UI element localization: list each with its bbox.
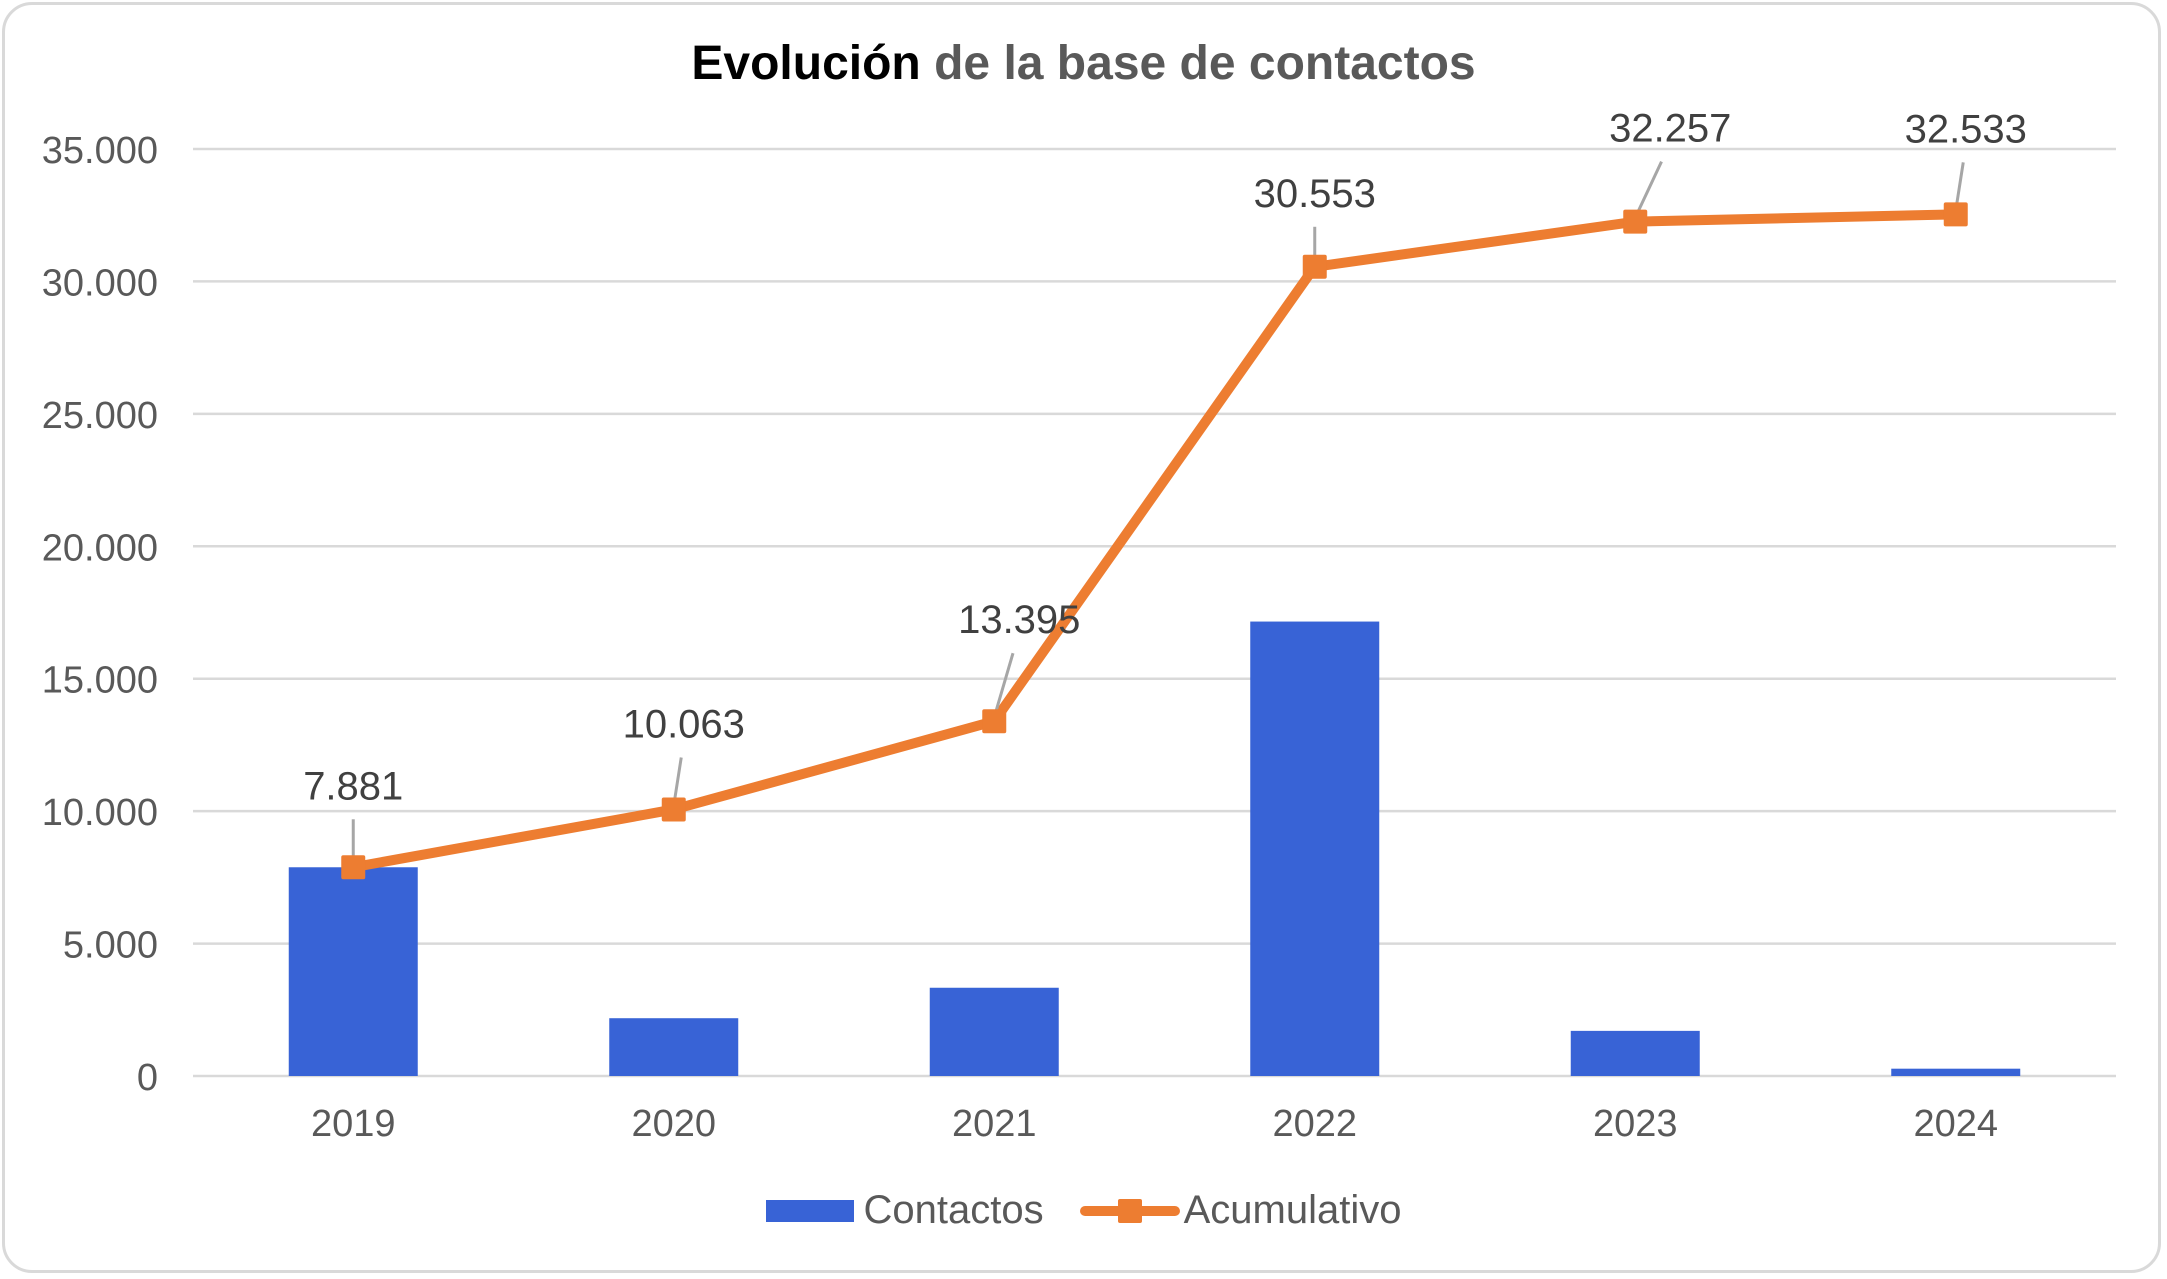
marker-acumulativo [1943, 202, 1968, 227]
legend-swatch-bar [765, 1199, 854, 1222]
bar-contactos [929, 987, 1059, 1076]
y-tick-label: 0 [137, 1057, 158, 1099]
legend-label-acumulativo: Acumulativo [1183, 1188, 1402, 1232]
x-tick-label: 2021 [952, 1103, 1037, 1145]
data-label-leader [1633, 161, 1663, 219]
chart-title-rest: de la base de contactos [920, 37, 1476, 90]
bar-contactos [1250, 621, 1380, 1076]
y-tick-label: 10.000 [42, 792, 158, 834]
marker-acumulativo [1302, 254, 1327, 279]
x-tick-label: 2019 [311, 1103, 396, 1145]
y-tick-label: 35.000 [42, 130, 158, 172]
y-tick-label: 25.000 [42, 395, 158, 437]
data-label-leader [992, 652, 1015, 718]
x-tick-label: 2020 [631, 1103, 716, 1145]
bar-contactos [609, 1018, 739, 1076]
legend: Contactos Acumulativo [0, 1188, 2167, 1233]
x-tick-label: 2023 [1593, 1103, 1678, 1145]
marker-acumulativo [661, 797, 686, 822]
data-label-acumulativo: 7.881 [303, 764, 403, 808]
y-tick-label: 20.000 [42, 527, 158, 569]
bar-contactos [1891, 1068, 2021, 1076]
data-label-acumulativo: 13.395 [958, 598, 1080, 642]
marker-acumulativo [341, 855, 366, 880]
legend-label-contactos: Contactos [863, 1188, 1044, 1232]
line-acumulativo [348, 209, 1961, 873]
data-label-acumulativo: 32.257 [1609, 107, 1731, 151]
data-label-acumulativo: 32.533 [1905, 107, 2027, 151]
x-tick-label: 2024 [1913, 1103, 1998, 1145]
chart-title: Evolución de la base de contactos [0, 36, 2167, 91]
data-label-acumulativo: 30.553 [1254, 172, 1376, 216]
x-tick-label: 2022 [1272, 1103, 1357, 1145]
legend-item-acumulativo: Acumulativo [1079, 1188, 1402, 1233]
legend-swatch-line [1079, 1191, 1180, 1231]
chart-title-bold: Evolución [691, 37, 921, 90]
legend-item-contactos: Contactos [765, 1188, 1044, 1233]
bar-contactos [288, 867, 418, 1076]
y-tick-label: 15.000 [42, 660, 158, 702]
data-label-acumulativo: 10.063 [623, 702, 745, 746]
y-tick-label: 5.000 [63, 925, 158, 967]
y-tick-label: 30.000 [42, 262, 158, 304]
marker-acumulativo [982, 709, 1007, 734]
marker-acumulativo [1623, 209, 1648, 234]
bar-contactos [1570, 1030, 1700, 1076]
